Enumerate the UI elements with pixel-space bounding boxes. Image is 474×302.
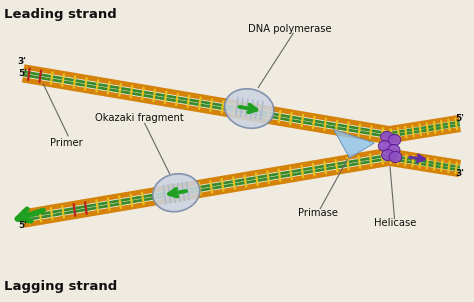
Text: Primer: Primer — [50, 138, 83, 148]
Ellipse shape — [388, 134, 401, 146]
Ellipse shape — [389, 152, 402, 162]
Text: 3': 3' — [18, 57, 27, 66]
Text: Okazaki fragment: Okazaki fragment — [95, 113, 184, 123]
Text: 5': 5' — [18, 69, 27, 78]
Text: 3': 3' — [456, 169, 465, 178]
Text: Primase: Primase — [298, 208, 338, 218]
Ellipse shape — [381, 131, 393, 143]
Text: DNA polymerase: DNA polymerase — [248, 24, 332, 34]
Ellipse shape — [387, 144, 400, 156]
Text: 5': 5' — [456, 114, 465, 123]
Text: 5': 5' — [18, 221, 27, 230]
Ellipse shape — [153, 174, 200, 212]
Polygon shape — [334, 130, 374, 158]
Text: Lagging strand: Lagging strand — [4, 280, 118, 293]
Text: Leading strand: Leading strand — [4, 8, 117, 21]
Ellipse shape — [225, 89, 274, 128]
Text: Helicase: Helicase — [374, 218, 417, 228]
Ellipse shape — [378, 140, 391, 152]
Ellipse shape — [382, 149, 394, 161]
